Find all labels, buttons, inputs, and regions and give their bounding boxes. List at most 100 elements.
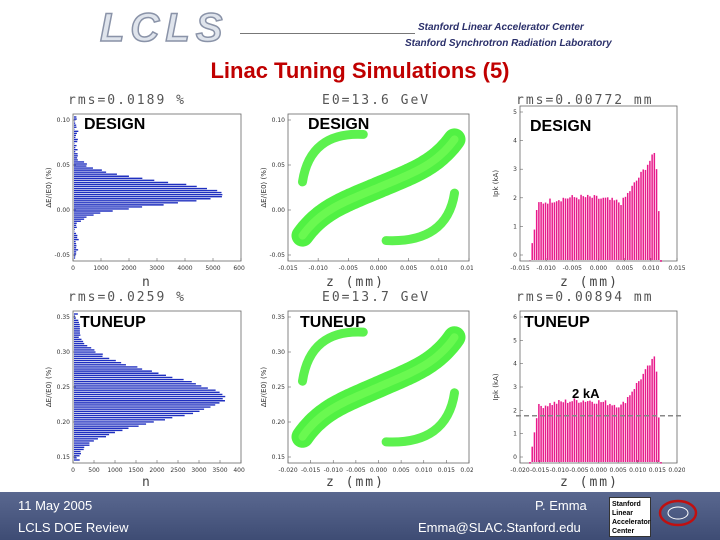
design-phase-xtick-label: 0.010 [430,265,447,272]
tuneup-energy-xtick-label: 500 [88,467,100,474]
badge-line-1: Stanford [612,501,641,508]
design-energy-xtick-label: 4000 [177,265,192,272]
tuneup-energy-xtick-label: 2000 [149,467,164,474]
tuneup-phase-ytick-label: 0.15 [272,454,286,461]
tuneup-phase-label: TUNEUP [300,314,366,331]
tuneup-energy-ytick-label: 0.30 [57,349,71,356]
tuneup-energy-xtick-label: 2500 [170,467,185,474]
badge-line-3: Accelerator [612,519,651,526]
lcls-logo: LCLS [99,5,229,51]
tuneup-current-ytick-label: 5 [513,337,517,344]
tuneup-phase-ylabel: ΔE/⟨E0⟩ (%) [260,367,268,408]
design-phase-ytick-label: 0.05 [272,162,286,169]
design-current-ytick-label: 2 [513,195,517,202]
design-current-xtick-label: 0.005 [616,265,633,272]
design-current-ylabel: Ipk (kA) [492,170,500,197]
design-current-rms: rms=0.00772 mm [516,93,654,108]
design-current-ytick-label: 1 [513,223,517,230]
design-phase-xlabel: z (mm) [326,275,385,290]
footer-date: 11 May 2005 [18,498,93,513]
design-phase-ytick-label: 0.00 [272,207,286,214]
design-phase-xtick-label: 0.005 [400,265,417,272]
design-current-label: DESIGN [530,118,592,135]
tuneup-current-xtick-label: 0.000 [590,467,607,474]
design-phase-particle-head [297,129,368,187]
tuneup-energy-ytick-label: 0.25 [57,384,71,391]
footer-email[interactable]: Emma@SLAC.Stanford.edu [418,520,581,535]
tuneup-current-xtick-label: -0.015 [530,467,550,474]
design-current-profile: -0.015 -0.010 -0.005 0.000 0.005 0.010 0.015 5 4… [480,100,685,273]
design-energy-value: E0=13.6 GeV [322,93,431,108]
design-energy-xtick-label: 1000 [93,265,108,272]
tuneup-energy-ytick-label: 0.35 [57,314,71,321]
design-current-xtick-label: 0.010 [642,265,659,272]
slac-badge: Stanford Linear Accelerator Center [609,497,651,537]
tuneup-current-xtick-label: -0.005 [569,467,589,474]
tuneup-phase-space: -0.020 -0.015 -0.010 -0.005 0.000 0.005 0.010 0… [258,305,473,475]
design-phase-xtick-label: 0.015 [460,265,473,272]
tuneup-phase-xtick-label: 0.000 [370,467,387,474]
design-energy-ylabel: ΔE/⟨E0⟩ (%) [45,167,53,208]
tuneup-phase-ytick-label: 0.35 [272,314,286,321]
tuneup-energy-xtick-label: 3500 [212,467,227,474]
footer: 11 May 2005 LCLS DOE Review P. Emma Emma… [0,492,720,540]
tuneup-current-xtick-label: 0.005 [610,467,627,474]
tuneup-phase-ytick-label: 0.20 [272,419,286,426]
tuneup-current-ytick-label: 3 [513,384,517,391]
design-current-xtick-label: -0.010 [536,265,556,272]
tuneup-current-ytick-label: 1 [513,431,517,438]
tuneup-energy-value: E0=13.7 GeV [322,290,431,305]
tuneup-current-ytick-label: 2 [513,407,517,414]
header-divider [240,33,415,34]
tuneup-energy-xlabel: n [142,475,152,490]
design-current-ytick-label: 5 [513,109,517,116]
tuneup-current-xtick-label: -0.020 [510,467,530,474]
tuneup-phase-xlabel: z (mm) [326,475,385,490]
page-title: Linac Tuning Simulations (5) [210,58,510,83]
tuneup-energy-xtick-label: 4000 [233,467,245,474]
tuneup-phase-xtick-label: 0.005 [393,467,410,474]
tuneup-current-xtick-label: 0.010 [629,467,646,474]
design-energy-xtick-label: 0 [71,265,75,272]
tuneup-current-xtick-label: -0.010 [550,467,570,474]
footer-event: LCLS DOE Review [18,520,129,535]
tuneup-phase-xtick-label: 0.020 [460,467,473,474]
design-phase-ytick-label: -0.05 [269,252,285,259]
tuneup-energy-histogram: 0 500 1000 1500 2000 2500 3000 3500 4000 0.35 0.30… [45,305,245,475]
tuneup-current-rms: rms=0.00894 mm [516,290,654,305]
header: LCLS Stanford Linear Accelerator Center … [0,0,720,56]
tuneup-current-ytick-label: 4 [513,361,517,368]
tuneup-current-xlabel: z (mm) [560,475,619,490]
design-phase-xtick-label: -0.010 [308,265,328,272]
tuneup-energy-axes-frame [72,310,242,464]
design-energy-ytick-label: -0.05 [54,252,70,259]
design-energy-ytick-label: 0.10 [57,117,71,124]
tuneup-phase-particle-core [298,333,459,441]
design-energy-rms: rms=0.0189 % [68,93,186,108]
design-phase-xtick-label: -0.015 [278,265,298,272]
design-energy-ytick-label: 0.00 [57,207,71,214]
design-energy-xtick-label: 5000 [205,265,220,272]
design-current-ytick-label: 0 [513,252,517,259]
design-current-xtick-label: -0.015 [510,265,530,272]
design-energy-xlabel: n [142,275,152,290]
tuneup-energy-xtick-label: 3000 [191,467,206,474]
tuneup-current-ylabel: Ipk (kA) [492,373,500,400]
design-current-ytick-label: 4 [513,138,517,145]
design-energy-axes-frame [72,113,242,262]
tuneup-energy-ytick-label: 0.20 [57,419,71,426]
tuneup-current-xtick-label: 0.015 [649,467,666,474]
tuneup-energy-xtick-label: 1000 [107,467,122,474]
tuneup-energy-ylabel: ΔE/⟨E0⟩ (%) [45,367,53,408]
tuneup-phase-xtick-label: -0.015 [301,467,321,474]
tuneup-energy-ytick-label: 0.15 [57,454,71,461]
tuneup-phase-ytick-label: 0.25 [272,384,286,391]
tuneup-energy-rms: rms=0.0259 % [68,290,186,305]
tuneup-current-ytick-label: 0 [513,454,517,461]
design-current-xtick-label: 0.000 [590,265,607,272]
design-phase-xtick-label: 0.000 [370,265,387,272]
badge-line-2: Linear [612,510,634,517]
tuneup-phase-xtick-label: 0.010 [415,467,432,474]
